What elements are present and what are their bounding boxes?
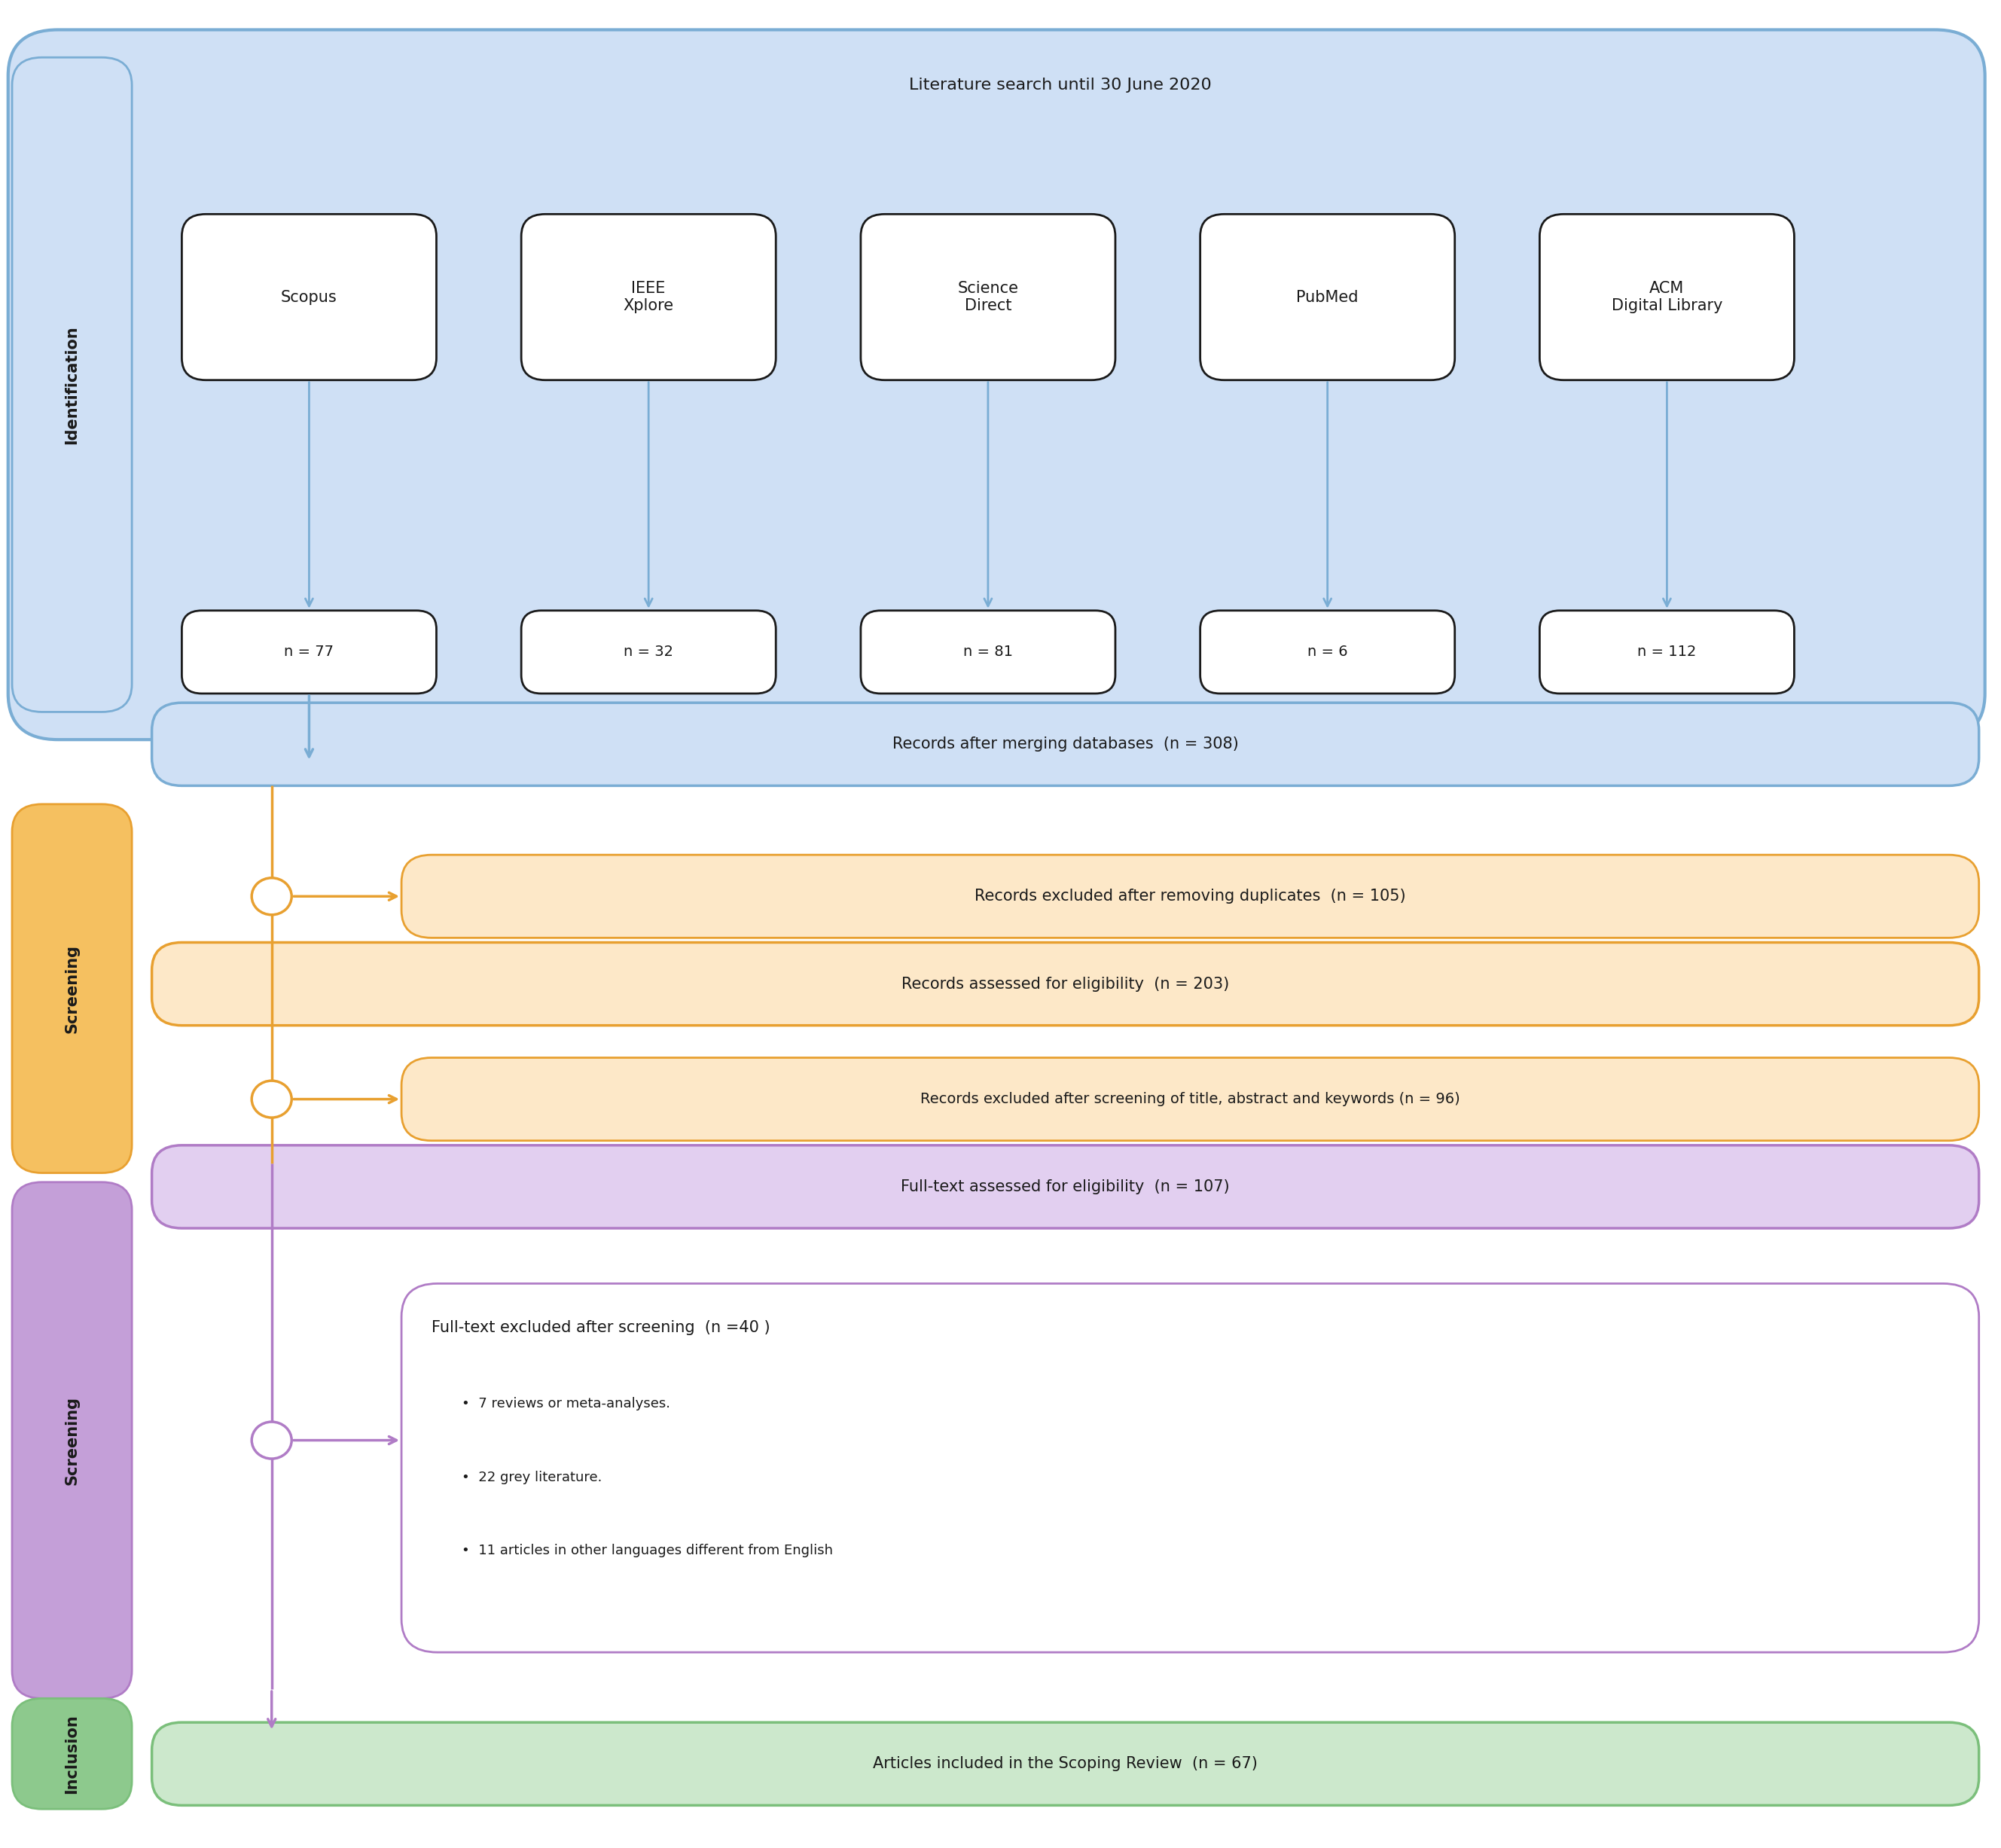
FancyBboxPatch shape — [1539, 610, 1795, 693]
Text: Articles included in the Scoping Review  (n = 67): Articles included in the Scoping Review … — [872, 1756, 1259, 1772]
FancyBboxPatch shape — [402, 1284, 1979, 1652]
FancyBboxPatch shape — [152, 702, 1979, 785]
Circle shape — [252, 1421, 292, 1458]
Text: n = 6: n = 6 — [1307, 645, 1347, 660]
Text: IEEE
Xplore: IEEE Xplore — [622, 281, 674, 314]
Text: Identification: Identification — [64, 325, 80, 444]
FancyBboxPatch shape — [402, 856, 1979, 937]
FancyBboxPatch shape — [1201, 214, 1455, 381]
Circle shape — [252, 878, 292, 915]
Text: Scopus: Scopus — [280, 290, 338, 305]
Text: n = 77: n = 77 — [284, 645, 334, 660]
Text: •  7 reviews or meta-analyses.: • 7 reviews or meta-analyses. — [462, 1397, 670, 1410]
FancyBboxPatch shape — [402, 1057, 1979, 1140]
FancyBboxPatch shape — [12, 1183, 132, 1698]
Text: n = 112: n = 112 — [1637, 645, 1697, 660]
Text: Records excluded after screening of title, abstract and keywords (n = 96): Records excluded after screening of titl… — [920, 1092, 1461, 1107]
Text: Literature search until 30 June 2020: Literature search until 30 June 2020 — [908, 78, 1213, 92]
Text: ACM
Digital Library: ACM Digital Library — [1611, 281, 1723, 314]
FancyBboxPatch shape — [12, 1698, 132, 1809]
FancyBboxPatch shape — [860, 214, 1115, 381]
Text: PubMed: PubMed — [1297, 290, 1359, 305]
FancyBboxPatch shape — [182, 214, 436, 381]
Text: Inclusion: Inclusion — [64, 1713, 80, 1794]
FancyBboxPatch shape — [182, 610, 436, 693]
FancyBboxPatch shape — [152, 1722, 1979, 1805]
Text: Screening: Screening — [64, 1395, 80, 1484]
Text: Full-text excluded after screening  (n =40 ): Full-text excluded after screening (n =4… — [432, 1321, 770, 1336]
FancyBboxPatch shape — [1539, 214, 1795, 381]
FancyBboxPatch shape — [12, 804, 132, 1173]
FancyBboxPatch shape — [12, 57, 132, 711]
Text: Science
Direct: Science Direct — [958, 281, 1019, 314]
FancyBboxPatch shape — [522, 610, 776, 693]
Text: •  11 articles in other languages different from English: • 11 articles in other languages differe… — [462, 1545, 832, 1558]
Text: n = 81: n = 81 — [962, 645, 1013, 660]
FancyBboxPatch shape — [522, 214, 776, 381]
Text: n = 32: n = 32 — [624, 645, 674, 660]
Text: Full-text assessed for eligibility  (n = 107): Full-text assessed for eligibility (n = … — [900, 1179, 1231, 1194]
Text: Records assessed for eligibility  (n = 203): Records assessed for eligibility (n = 20… — [902, 976, 1229, 992]
FancyBboxPatch shape — [8, 30, 1985, 739]
FancyBboxPatch shape — [860, 610, 1115, 693]
Text: Records excluded after removing duplicates  (n = 105): Records excluded after removing duplicat… — [974, 889, 1407, 904]
Text: Screening: Screening — [64, 944, 80, 1033]
Text: •  22 grey literature.: • 22 grey literature. — [462, 1471, 602, 1484]
FancyBboxPatch shape — [152, 942, 1979, 1026]
Circle shape — [252, 1081, 292, 1118]
FancyBboxPatch shape — [1201, 610, 1455, 693]
FancyBboxPatch shape — [152, 1146, 1979, 1229]
Text: Records after merging databases  (n = 308): Records after merging databases (n = 308… — [892, 737, 1239, 752]
